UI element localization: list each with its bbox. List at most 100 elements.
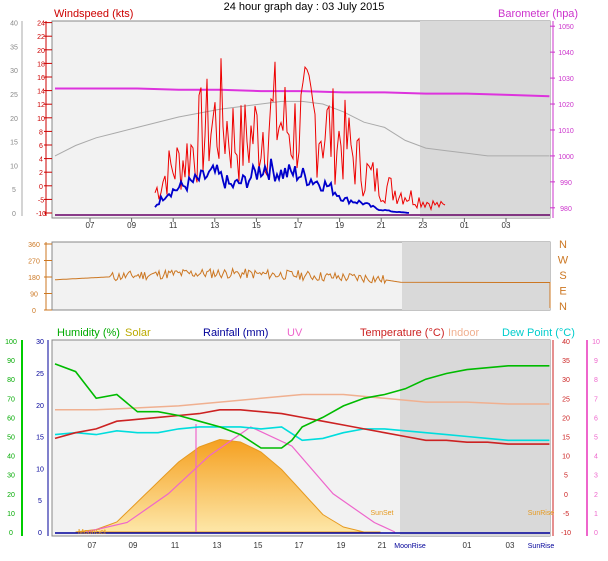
wind-x-tick: 03 bbox=[502, 221, 511, 230]
dewpoint-legend: Dew Point (°C) bbox=[502, 327, 575, 339]
temp-tick: 5 bbox=[564, 473, 568, 480]
wind-inner-tick: 24 bbox=[37, 21, 45, 28]
temp-tick: 0 bbox=[564, 492, 568, 499]
uv-tick: 6 bbox=[594, 415, 598, 422]
wind-speed-line bbox=[154, 158, 410, 214]
wind-outer-tick: 25 bbox=[10, 92, 18, 99]
humidity-tick: 20 bbox=[7, 492, 15, 499]
windspeed-axis-label: Windspeed (kts) bbox=[54, 8, 134, 20]
baro-tick: 1050 bbox=[558, 24, 574, 31]
baro-tick: 1010 bbox=[558, 128, 574, 135]
barometer-axis-label: Barometer (hpa) bbox=[498, 8, 579, 20]
temp-x-tick: 15 bbox=[254, 541, 263, 550]
temp-x-tick: 19 bbox=[337, 541, 346, 550]
wind-x-tick: 07 bbox=[86, 221, 95, 230]
wind-x-tick: 09 bbox=[127, 221, 136, 230]
wind-outer-tick: 0 bbox=[12, 211, 16, 218]
wind-inner-tick: 16 bbox=[37, 75, 45, 82]
compass-label: W bbox=[558, 255, 569, 267]
panel-wind-night bbox=[420, 21, 550, 218]
uv-tick: 4 bbox=[594, 454, 598, 461]
sunrise-axis-annotation: SunRise bbox=[528, 543, 555, 550]
temp-tick: 30 bbox=[562, 377, 570, 384]
wind-inner-tick: 14 bbox=[37, 89, 45, 96]
wind-outer-tick: 20 bbox=[10, 116, 18, 123]
rain-tick: 0 bbox=[38, 530, 42, 537]
indoor-line bbox=[55, 393, 550, 411]
humidity-tick: 0 bbox=[9, 530, 13, 537]
sunset-annotation: SunSet bbox=[371, 510, 394, 517]
wind-gust-line bbox=[154, 58, 446, 212]
dir-tick: 180 bbox=[28, 275, 40, 282]
panel-dir-night bbox=[402, 242, 550, 310]
temp-tick: -10 bbox=[561, 530, 571, 537]
temp-tick: 40 bbox=[562, 339, 570, 346]
wind-outer-tick: 5 bbox=[12, 187, 16, 194]
humidity-tick: 80 bbox=[7, 377, 15, 384]
uv-tick: 3 bbox=[594, 473, 598, 480]
wind-inner-tick: 4 bbox=[39, 157, 43, 164]
temp-x-tick: 03 bbox=[506, 541, 515, 550]
moonrise-annotation: MoonRise bbox=[394, 543, 426, 550]
rain-tick: 20 bbox=[36, 403, 44, 410]
wind-x-tick: 11 bbox=[169, 221, 178, 230]
indoor-legend: Indoor bbox=[448, 327, 480, 339]
humidity-legend: Humidity (%) bbox=[57, 327, 120, 339]
dir-tick: 90 bbox=[30, 292, 38, 299]
solar-legend: Solar bbox=[125, 327, 151, 339]
humidity-tick: 30 bbox=[7, 473, 15, 480]
wind-direction-line bbox=[54, 266, 551, 308]
humidity-tick: 90 bbox=[7, 358, 15, 365]
uv-tick: 5 bbox=[594, 435, 598, 442]
baro-tick: 1000 bbox=[558, 154, 574, 161]
sunrise-annotation: SunRise bbox=[528, 510, 555, 517]
dir-tick: 360 bbox=[28, 242, 40, 249]
wind-outer-tick: 30 bbox=[10, 68, 18, 75]
dewpoint-line bbox=[54, 426, 550, 442]
temp-x-tick: 01 bbox=[463, 541, 472, 550]
temp-tick: 10 bbox=[562, 454, 570, 461]
compass-label: E bbox=[559, 286, 566, 298]
uv-tick: 10 bbox=[592, 339, 600, 346]
temp-x-tick: 09 bbox=[129, 541, 138, 550]
wind-x-tick: 01 bbox=[460, 221, 469, 230]
temp-tick: 20 bbox=[562, 415, 570, 422]
baro-tick: 980 bbox=[560, 206, 572, 213]
baro-tick: 1030 bbox=[558, 76, 574, 83]
uv-tick: 8 bbox=[594, 377, 598, 384]
temp-tick: 25 bbox=[562, 396, 570, 403]
chart-title: 24 hour graph day : 03 July 2015 bbox=[223, 1, 385, 13]
uv-line bbox=[85, 426, 396, 533]
wind-outer-tick: 10 bbox=[10, 163, 18, 170]
wind-outer-tick: 35 bbox=[10, 44, 18, 51]
baro-tick: 1020 bbox=[558, 102, 574, 109]
wind-x-tick: 21 bbox=[377, 221, 386, 230]
humidity-tick: 70 bbox=[7, 396, 15, 403]
rain-tick: 10 bbox=[36, 466, 44, 473]
wind-inner-tick: -5 bbox=[38, 197, 44, 204]
wind-inner-tick: 10 bbox=[37, 116, 45, 123]
uv-tick: 2 bbox=[594, 492, 598, 499]
temp-tick: 15 bbox=[562, 435, 570, 442]
compass-label: S bbox=[559, 270, 566, 282]
uv-tick: 1 bbox=[594, 511, 598, 518]
dir-tick: 270 bbox=[28, 259, 40, 266]
humidity-tick: 40 bbox=[7, 454, 15, 461]
temp-tick: 35 bbox=[562, 358, 570, 365]
wind-inner-tick: 20 bbox=[37, 48, 45, 55]
rain-tick: 25 bbox=[36, 371, 44, 378]
wind-outer-tick: 15 bbox=[10, 140, 18, 147]
compass-label: N bbox=[559, 301, 567, 313]
uv-tick: 0 bbox=[594, 530, 598, 537]
wind-inner-tick: 22 bbox=[37, 34, 45, 41]
dir-tick: 0 bbox=[32, 308, 36, 315]
rain-tick: 5 bbox=[38, 498, 42, 505]
wind-inner-tick: 12 bbox=[37, 102, 45, 109]
wind-x-tick: 15 bbox=[252, 221, 261, 230]
uv-tick: 7 bbox=[594, 396, 598, 403]
wind-x-tick: 13 bbox=[210, 221, 219, 230]
rain-tick: 15 bbox=[36, 435, 44, 442]
humidity-tick: 10 bbox=[7, 511, 15, 518]
uv-legend: UV bbox=[287, 327, 303, 339]
wind-x-tick: 17 bbox=[294, 221, 303, 230]
